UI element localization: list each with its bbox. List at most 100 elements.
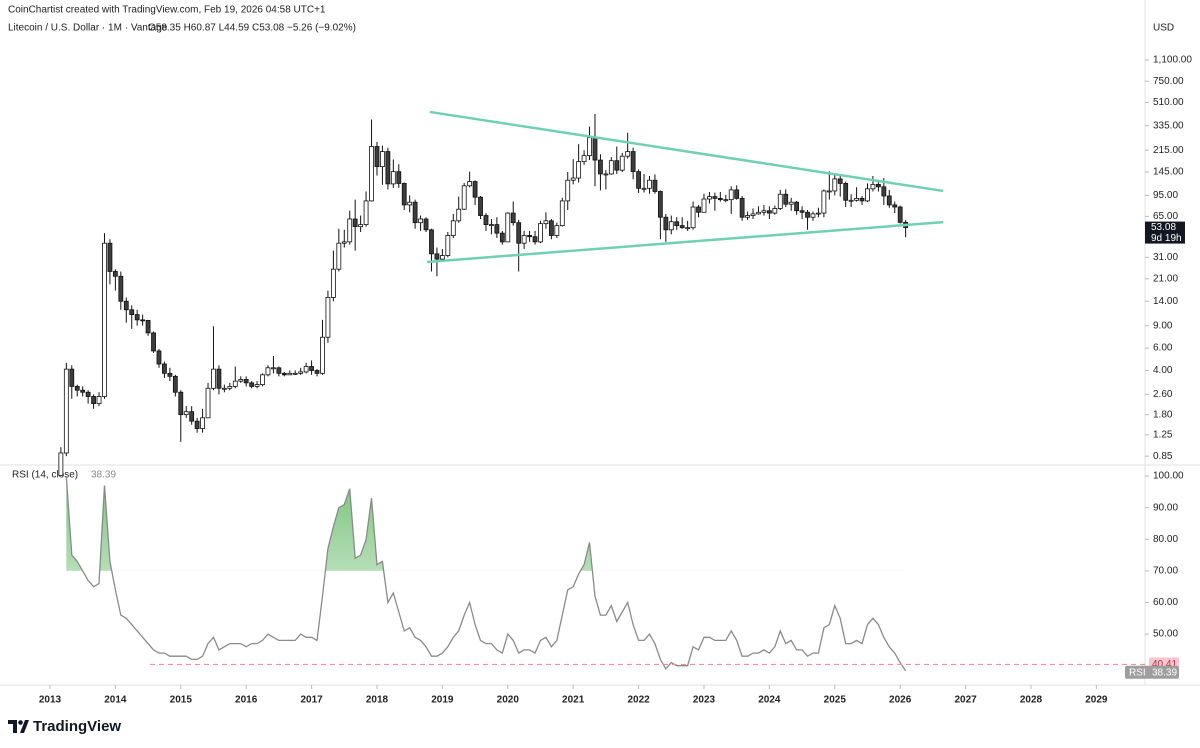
y-tick-label: 1.25	[1153, 429, 1173, 440]
brand: TradingView	[33, 718, 121, 735]
candle-body	[249, 382, 255, 387]
candle-body	[145, 320, 151, 334]
x-tick-label: 2020	[497, 695, 520, 706]
y-tick-label: 2.60	[1153, 389, 1173, 400]
credit: CoinChartist created with TradingView.co…	[8, 5, 326, 16]
candle-body	[581, 155, 587, 163]
candle-body	[271, 367, 276, 370]
rsi-tick-label: 100.00	[1153, 471, 1184, 482]
candle-body	[570, 177, 576, 181]
candle-body	[614, 160, 620, 171]
x-tick-label: 2026	[889, 695, 912, 706]
candle-body	[794, 201, 800, 212]
candle-body	[668, 221, 674, 231]
logo-icon	[8, 720, 29, 733]
candle-body	[538, 223, 543, 243]
candle-body	[701, 198, 707, 213]
rsi-tick-label: 90.00	[1153, 502, 1178, 513]
candle-body	[74, 386, 80, 391]
candle-body	[897, 206, 903, 223]
candle-body	[320, 336, 325, 374]
candle-body	[156, 350, 162, 365]
rsi-title: RSI (14, close)	[12, 470, 78, 481]
candle-body	[80, 389, 86, 393]
y-tick-label: 510.00	[1153, 97, 1184, 108]
candle-body	[314, 370, 320, 374]
candle-body	[467, 181, 473, 187]
candle-body	[401, 183, 407, 206]
candle-body	[276, 367, 282, 374]
candle-body	[548, 220, 554, 236]
candle-body	[151, 332, 156, 352]
y-tick-label: 335.00	[1153, 120, 1184, 131]
candle-body	[205, 387, 211, 419]
candle-body	[412, 201, 418, 224]
trendline	[427, 220, 944, 264]
candle-body	[140, 319, 146, 322]
candle-body	[194, 420, 200, 429]
candle-body	[118, 275, 124, 302]
candle-body	[298, 371, 304, 374]
candle-body	[865, 188, 870, 202]
candle-body	[832, 178, 838, 192]
candle-body	[347, 218, 353, 243]
candle-body	[129, 309, 135, 315]
candle-body	[183, 411, 189, 416]
candle-body	[189, 411, 195, 422]
x-tick-label: 2021	[562, 695, 585, 706]
candle-body	[712, 196, 718, 199]
rsi-name: RSI	[1129, 667, 1146, 678]
candle-body	[363, 200, 369, 226]
candle-body	[679, 225, 685, 229]
y-tick-label: 0.85	[1153, 451, 1173, 462]
candle-body	[516, 222, 522, 244]
candle-body	[478, 196, 483, 216]
candle-body	[543, 220, 549, 225]
currency-label: USD	[1153, 23, 1174, 34]
y-tick-label: 9.00	[1153, 320, 1173, 331]
y-tick-label: 31.00	[1153, 252, 1178, 263]
candle-body	[162, 363, 167, 374]
symbol-title: Litecoin / U.S. Dollar · 1M · Vantage	[8, 23, 168, 34]
candle-body	[91, 396, 96, 404]
candle-body	[603, 173, 609, 176]
candle-body	[396, 171, 402, 184]
rsi-fill	[66, 476, 593, 571]
x-tick-label: 2023	[693, 695, 716, 706]
candle-body	[112, 271, 118, 277]
x-tick-label: 2017	[300, 695, 323, 706]
candle-body	[483, 215, 489, 226]
candle-body	[243, 379, 249, 384]
rsi-tick-label: 50.00	[1153, 629, 1178, 640]
candle-body	[843, 183, 849, 201]
ohlc-values: O58.35 H60.87 L44.59 C53.08 −5.26 (−9.02…	[148, 23, 356, 34]
candle-body	[505, 212, 511, 243]
trendline	[429, 110, 944, 193]
y-tick-label: 4.00	[1153, 365, 1173, 376]
y-tick-label: 14.00	[1153, 296, 1178, 307]
candle-body	[761, 210, 767, 213]
y-tick-label: 65.00	[1153, 211, 1178, 222]
logo-dot	[18, 720, 23, 725]
candle-body	[445, 235, 451, 256]
candle-body	[837, 178, 843, 184]
candle-body	[745, 215, 750, 218]
candle-body	[211, 368, 216, 389]
candle-body	[690, 206, 696, 229]
x-tick-label: 2024	[758, 695, 781, 706]
candle-body	[369, 146, 374, 202]
candle-body	[374, 146, 380, 167]
candle-body	[810, 213, 816, 218]
candle-body	[232, 380, 238, 387]
candle-body	[554, 225, 560, 236]
y-tick-label: 1,100.00	[1153, 55, 1192, 66]
candle-body	[309, 366, 314, 371]
candle-body	[816, 212, 821, 215]
x-tick-label: 2016	[235, 695, 258, 706]
x-tick-label: 2029	[1085, 695, 1108, 706]
candle-body	[292, 372, 298, 375]
candle-body	[707, 196, 712, 200]
x-tick-label: 2022	[627, 695, 650, 706]
candle-body	[685, 227, 691, 230]
candle-body	[216, 368, 222, 389]
